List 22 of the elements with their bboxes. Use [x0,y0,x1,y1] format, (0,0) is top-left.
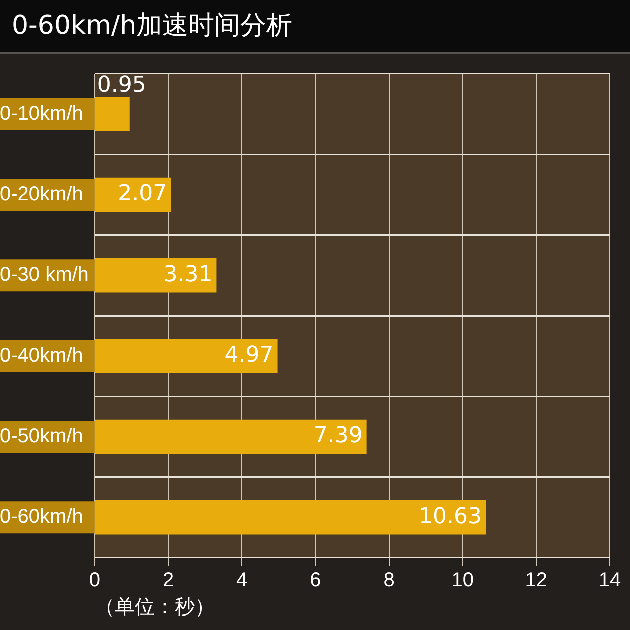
y-tick-label: 0-20km/h [0,184,84,206]
data-label: 4.97 [224,343,274,368]
y-tick-label: 0-30 km/h [0,264,89,286]
x-axis-title: （单位：秒） [94,596,215,619]
y-tick-label: 0-60km/h [0,506,84,528]
data-label: 2.07 [118,182,168,207]
y-tick-label: 0-10km/h [0,102,84,125]
x-tick-label: 10 [452,570,474,592]
data-label: 0.95 [97,72,146,98]
y-tick-label: 0-50km/h [0,426,84,448]
x-tick-label: 14 [598,570,622,592]
data-label: 7.39 [314,424,363,449]
x-tick-label: 6 [310,570,322,592]
data-label: 10.63 [419,504,482,530]
y-tick-label: 0-40km/h [0,344,84,367]
x-tick-label: 4 [236,570,248,592]
x-tick-label: 0 [89,570,100,592]
chart-title: 0-60km/h加速时间分析 [0,0,630,54]
data-label: 3.31 [164,262,213,288]
x-tick-label: 12 [525,570,548,592]
x-tick-label: 2 [162,570,174,592]
x-tick-label: 8 [384,570,395,592]
